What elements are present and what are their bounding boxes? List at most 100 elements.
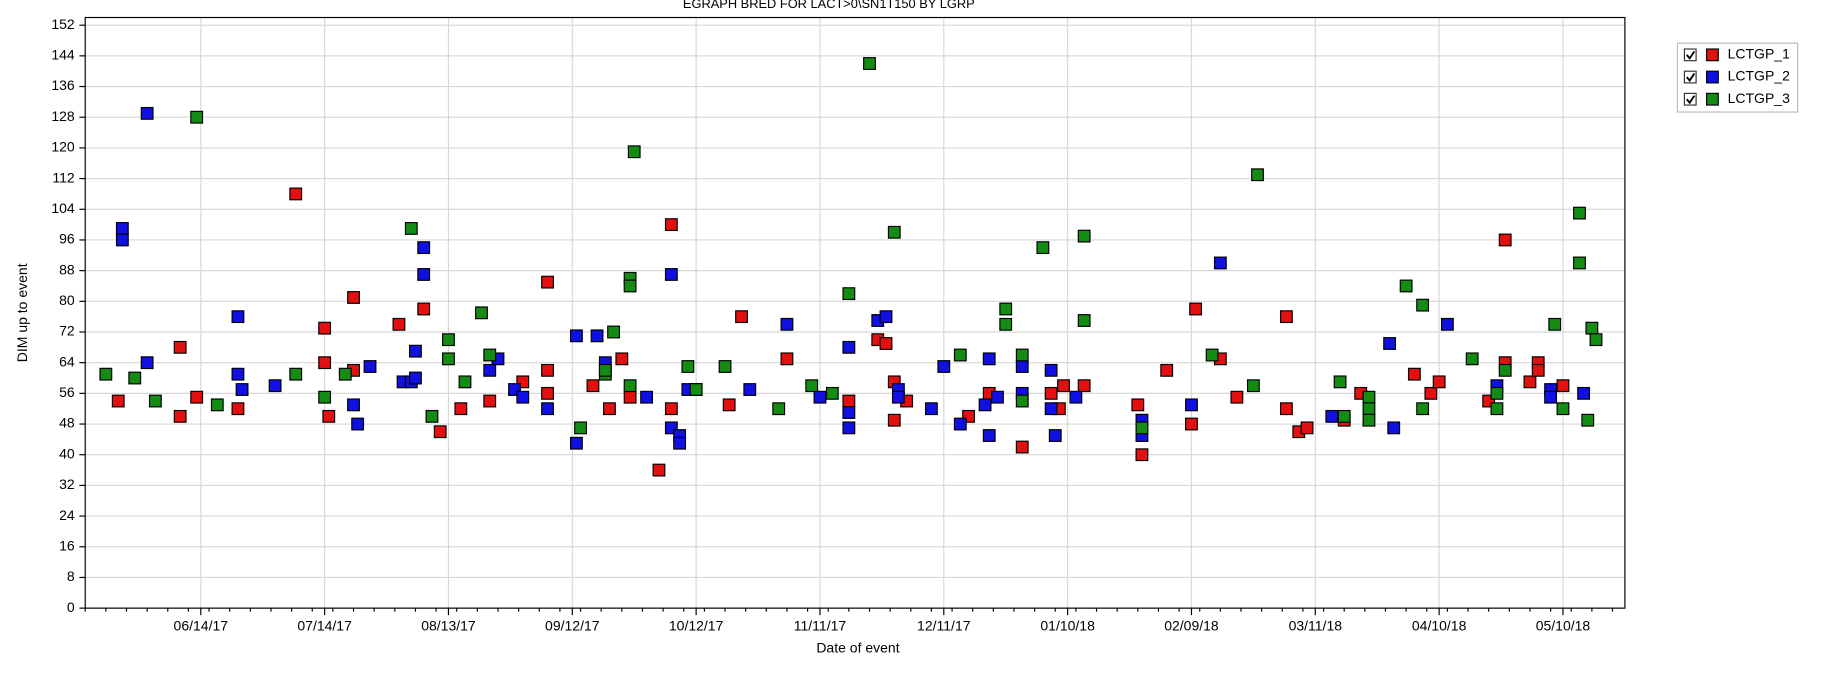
point	[623, 279, 637, 293]
point	[1362, 402, 1376, 416]
point	[392, 317, 406, 331]
point	[842, 287, 856, 301]
point	[173, 409, 187, 423]
point	[338, 367, 352, 381]
point	[570, 436, 583, 450]
point	[1300, 421, 1314, 435]
point	[111, 394, 125, 408]
point	[454, 402, 468, 416]
y-tick-label: 72	[59, 323, 75, 339]
point	[1490, 402, 1504, 416]
point	[1490, 386, 1504, 400]
point	[735, 310, 748, 324]
point	[1465, 352, 1479, 366]
point	[1135, 421, 1149, 435]
y-tick-label: 104	[51, 200, 75, 216]
point	[615, 352, 629, 366]
legend-check	[1686, 73, 1696, 83]
point	[128, 371, 142, 385]
point	[516, 390, 530, 404]
y-axis-label: DIM up to event	[14, 263, 30, 362]
chart-title: EGRAPH BRED FOR LACT>0\SN1T150 BY LGRP	[683, 0, 975, 11]
y-tick-label: 88	[59, 261, 75, 277]
point	[603, 402, 616, 416]
y-tick-label: 56	[59, 384, 75, 400]
point	[887, 225, 901, 239]
point	[541, 386, 554, 400]
legend-swatch	[1706, 70, 1719, 84]
point	[210, 398, 224, 412]
point	[813, 390, 827, 404]
point	[425, 409, 439, 423]
point	[1399, 279, 1413, 293]
point	[1077, 314, 1091, 327]
point	[780, 352, 794, 366]
legend-label: LCTGP_2	[1728, 68, 1790, 84]
point	[1556, 379, 1570, 393]
point	[863, 57, 876, 70]
point	[1440, 317, 1454, 331]
point	[1015, 440, 1029, 454]
point	[999, 302, 1013, 316]
point	[347, 398, 360, 412]
point	[1362, 413, 1376, 427]
point	[627, 145, 641, 159]
point	[887, 413, 901, 427]
point	[1246, 379, 1260, 393]
point	[590, 329, 604, 343]
point	[140, 106, 154, 120]
point	[1251, 168, 1264, 182]
legend-checkbox[interactable]	[1683, 48, 1697, 62]
point	[607, 325, 620, 339]
point	[978, 398, 992, 412]
point	[231, 402, 245, 416]
point	[1585, 321, 1599, 335]
point	[318, 390, 332, 404]
x-tick-label: 08/13/17	[421, 618, 476, 634]
plot-frame	[84, 16, 1626, 609]
point	[1069, 390, 1083, 404]
point	[442, 333, 455, 347]
point	[417, 241, 431, 255]
x-tick-label: 01/10/18	[1040, 618, 1095, 634]
point	[772, 402, 786, 416]
point	[673, 436, 687, 450]
point	[508, 383, 521, 396]
point	[842, 340, 856, 354]
legend-checkbox[interactable]	[1683, 70, 1697, 84]
point	[1135, 448, 1149, 462]
point	[483, 394, 497, 408]
point	[1213, 256, 1227, 270]
y-tick-label: 64	[59, 353, 75, 369]
point	[962, 409, 975, 423]
point	[417, 268, 431, 281]
point	[483, 363, 497, 377]
point	[1362, 390, 1376, 404]
point	[780, 317, 794, 331]
point	[1279, 310, 1293, 324]
point	[891, 390, 905, 404]
point	[924, 402, 938, 416]
point	[1416, 298, 1430, 312]
point	[231, 367, 245, 381]
legend-check	[1686, 50, 1696, 60]
point	[1498, 363, 1512, 377]
x-tick-label: 03/11/18	[1289, 618, 1343, 634]
point	[541, 363, 554, 377]
legend-check	[1686, 95, 1696, 105]
point	[541, 402, 554, 416]
point	[982, 429, 996, 442]
legend-checkbox[interactable]	[1683, 92, 1697, 106]
point	[722, 398, 736, 412]
point	[231, 310, 245, 324]
y-tick-label: 152	[51, 16, 75, 32]
point	[458, 375, 472, 389]
point	[363, 360, 377, 373]
y-tick-label: 8	[67, 568, 75, 584]
point	[1333, 375, 1347, 389]
point	[1544, 390, 1558, 404]
point	[640, 390, 654, 404]
point	[664, 421, 678, 435]
point	[1577, 386, 1591, 400]
x-tick-label: 12/11/17	[917, 618, 971, 634]
